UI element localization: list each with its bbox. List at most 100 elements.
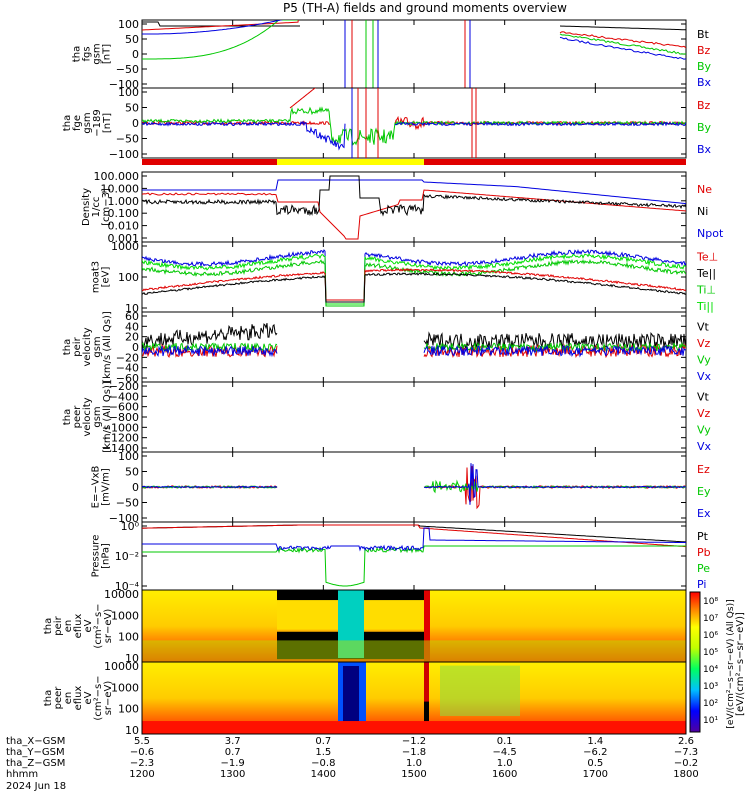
- y-axis-label: thapeerenefluxeV(cm²−s−sr−eV): [43, 675, 114, 720]
- heatmap-block: [142, 721, 686, 734]
- legend-Ti⊥: Ti⊥: [696, 283, 716, 296]
- y-tick-label: 40: [125, 320, 139, 333]
- series-Ti-perp: [142, 248, 686, 307]
- y-tick-label: −40: [116, 362, 139, 375]
- legend-Pt: Pt: [697, 530, 709, 543]
- colorbar: 10⁸ 10⁷ 10⁶ 10⁵ 10⁴ 10³ 10² 10¹ [eV/(cm²−s−sr−eV…: [689, 591, 746, 733]
- x-row-label: tha_Y−GSM: [6, 747, 65, 758]
- y-tick-label: 50: [125, 466, 139, 479]
- y-tick-label: 10: [125, 302, 139, 315]
- x-tick-label: 0.5: [587, 758, 603, 769]
- legend-Ti||: Ti||: [696, 300, 714, 313]
- y-tick-label: 0.010: [108, 220, 140, 233]
- mode-bar: [142, 159, 686, 165]
- x-tick-label: −1.9: [221, 758, 245, 769]
- panel-content: [142, 175, 686, 240]
- legend-Bx: Bx: [697, 76, 712, 89]
- panels: thafgsgsm[nT]100500−50−100BtBzByBxthafge…: [43, 18, 724, 737]
- series-Pb: [142, 524, 686, 548]
- legend-Ez: Ez: [697, 463, 710, 476]
- y-tick-label: 10: [125, 724, 139, 737]
- legend-Te⊥: Te⊥: [696, 250, 718, 263]
- y-tick-label: −100: [109, 148, 139, 161]
- panel-content: [142, 524, 686, 587]
- panel-density: Density1/cc[cm−3] 100.00010.0001.0000.100…: [81, 170, 724, 245]
- y-axis-label: Pressure[nPa]: [91, 535, 112, 578]
- colorbar-label: 10⁸: [703, 597, 718, 607]
- legend-Bx: Bx: [697, 143, 712, 156]
- y-tick-label: −50: [116, 133, 139, 146]
- x-tick-label: −0.6: [130, 747, 154, 758]
- y-tick-label: −200: [109, 380, 139, 393]
- y-tick-label: −400: [109, 390, 139, 403]
- y-tick-label: 10000: [104, 660, 139, 673]
- y-tick-label: 10⁻²: [115, 550, 139, 563]
- series-Te-par: [142, 272, 686, 303]
- panel-content: [142, 20, 686, 88]
- panel-peir_vel: thapeirvelocitygsm[km/s (All Qs)] 6040200…: [62, 310, 712, 385]
- series-Bx: [142, 120, 686, 151]
- x-tick-label: −0.2: [674, 758, 698, 769]
- panel-fgs: thafgsgsm[nT] 100 50 0 −50 −100 Bt Bz By Bx: [72, 18, 712, 91]
- legend-Vt: Vt: [697, 390, 710, 403]
- y-tick-label: 100: [118, 18, 139, 31]
- y-axis-label: thafgsgsm[nT]: [72, 43, 113, 64]
- series-Bx: [142, 20, 686, 60]
- colorbar-label: 10⁴: [703, 665, 718, 675]
- panel-frame: [141, 241, 687, 313]
- y-tick-label: 1000: [111, 609, 139, 622]
- y-axis-label: thafgegsm−189[nT]: [62, 109, 113, 136]
- plot-title: P5 (TH-A) fields and ground moments over…: [283, 1, 567, 15]
- y-tick-label: 100: [118, 86, 139, 99]
- colorbar-title: [eV/(cm²−s−sr−eV)]: [735, 612, 746, 716]
- series-Ex: [142, 463, 686, 505]
- y-tick-label: 1000: [111, 681, 139, 694]
- x-tick-label: 1500: [401, 769, 426, 780]
- y-tick-label: −100: [109, 512, 139, 525]
- legend-Pi: Pi: [697, 578, 706, 591]
- x-tick-label: 2.6: [678, 736, 694, 747]
- x-tick-label: 1600: [492, 769, 517, 780]
- legend-Vy: Vy: [697, 353, 711, 366]
- panel-content: [142, 463, 686, 510]
- y-tick-label: 10000: [104, 588, 139, 601]
- panel-frame: [141, 661, 687, 735]
- series-Vx: [142, 344, 686, 358]
- x-tick-label: 3.7: [225, 736, 241, 747]
- x-tick-label: 1.4: [587, 736, 603, 747]
- legend-Ni: Ni: [697, 205, 708, 218]
- colorbar-gradient: [689, 591, 701, 733]
- series-Te-perp: [142, 268, 686, 301]
- panel-content: [142, 662, 686, 734]
- legend-Vx: Vx: [697, 440, 712, 453]
- series-Npot: [142, 179, 686, 205]
- x-tick-label: 1800: [673, 769, 698, 780]
- mode-bar-slow: [424, 159, 686, 165]
- y-tick-label: −50: [116, 497, 139, 510]
- series-By: [142, 20, 686, 60]
- y-tick-label: 20: [125, 331, 139, 344]
- y-tick-label: −800: [109, 411, 139, 424]
- heatmap-block: [343, 666, 359, 728]
- x-tick-label: 0.7: [315, 736, 331, 747]
- panel-peer_en: thapeerenefluxeV(cm²−s−sr−eV) 10000 1000 10…: [43, 660, 687, 737]
- panel-content: [142, 322, 686, 359]
- legend-Pb: Pb: [697, 546, 711, 559]
- x-tick-label: 0.1: [497, 736, 513, 747]
- y-tick-label: −1400: [102, 442, 139, 455]
- x-tick-label: −4.5: [493, 747, 517, 758]
- x-tick-label: 1.5: [315, 747, 331, 758]
- legend-Bz: Bz: [697, 99, 711, 112]
- y-tick-label: −600: [109, 401, 139, 414]
- y-tick-label: 0.100: [108, 207, 140, 220]
- x-tick-label: 1700: [583, 769, 608, 780]
- y-tick-label: 0: [132, 117, 139, 130]
- legend-Vy: Vy: [697, 423, 711, 436]
- y-tick-label: 100.000: [94, 170, 140, 183]
- mode-bar-fast: [277, 159, 424, 165]
- legend-Pe: Pe: [697, 562, 710, 575]
- legend-Ex: Ex: [697, 507, 711, 520]
- panel-fge: thafgegsm−189[nT] 100 50 0 −50 −100 Bz By Bx: [62, 86, 712, 161]
- legend-By: By: [697, 60, 712, 73]
- x-tick-label: 1300: [220, 769, 245, 780]
